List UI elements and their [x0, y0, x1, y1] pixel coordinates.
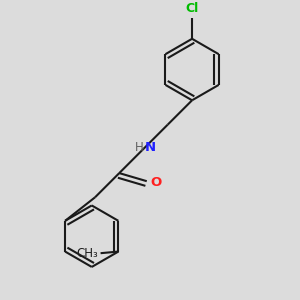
- Text: CH₃: CH₃: [76, 247, 98, 260]
- Text: H: H: [135, 141, 143, 154]
- Text: Cl: Cl: [185, 2, 199, 15]
- Text: N: N: [145, 141, 156, 154]
- Text: O: O: [151, 176, 162, 189]
